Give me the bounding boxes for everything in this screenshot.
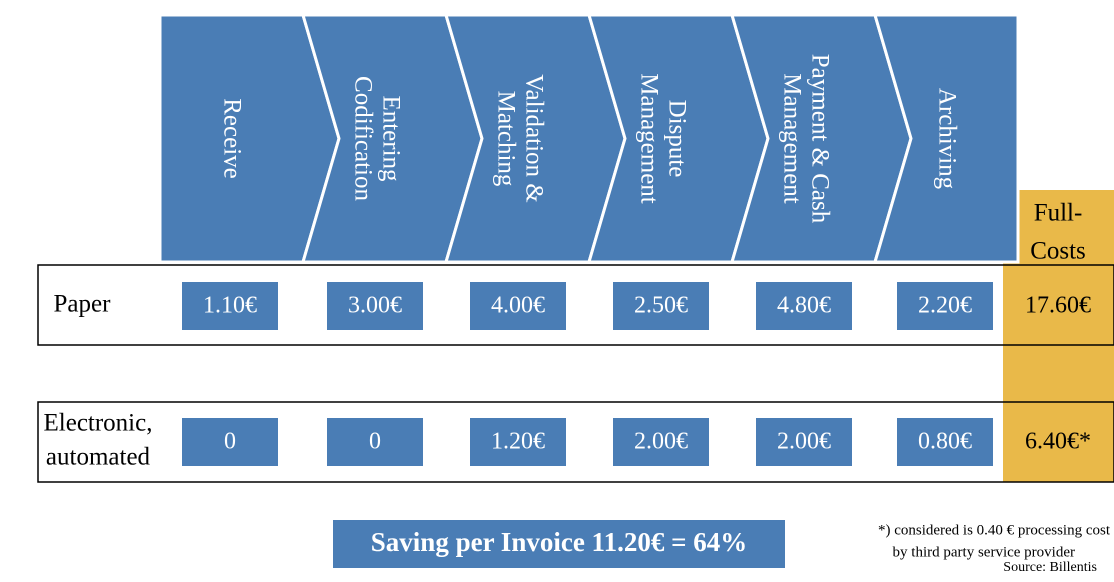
cost-value: 2.00€ <box>634 429 688 455</box>
cost-value: 2.50€ <box>634 293 688 319</box>
stage-label: Entering <box>377 95 404 182</box>
cost-box <box>327 418 423 466</box>
row-label: Paper <box>54 291 112 318</box>
cost-box <box>470 282 566 330</box>
footnote: *) considered is 0.40 € processing cost <box>878 522 1111 538</box>
stage-label: Management <box>635 73 662 204</box>
cost-box <box>470 418 566 466</box>
row-label: automated <box>46 444 151 471</box>
saving-text: Saving per Invoice 11.20€ = 64% <box>371 527 747 557</box>
cost-box <box>327 282 423 330</box>
stage-label: Management <box>778 73 805 204</box>
cost-value: 4.80€ <box>777 293 831 319</box>
source: Source: Billentis <box>1003 560 1097 575</box>
full-cost-value: 6.40€* <box>1025 429 1091 455</box>
row-label: Electronic, <box>44 410 153 437</box>
cost-value: 1.10€ <box>203 293 257 319</box>
cost-box <box>613 282 709 330</box>
paper-row-frame <box>37 264 1114 346</box>
stage-label: Dispute <box>663 100 690 178</box>
stage-label: Codification <box>349 76 376 201</box>
cost-value: 3.00€ <box>348 293 402 319</box>
stage-chevron <box>158 13 341 264</box>
cost-value: 0 <box>224 429 236 455</box>
cost-value: 2.00€ <box>777 429 831 455</box>
cost-box <box>756 282 852 330</box>
full-costs-header: Full- <box>1034 200 1083 227</box>
saving-box <box>333 520 785 568</box>
full-cost-value: 17.60€ <box>1025 293 1091 319</box>
stage-label: Matching <box>492 91 519 187</box>
cost-box <box>756 418 852 466</box>
full-costs-header: Costs <box>1030 238 1086 265</box>
stage-label: Validation & <box>520 74 547 202</box>
stage-label: Receive <box>218 98 245 179</box>
cost-box <box>613 418 709 466</box>
stage-label: Payment & Cash <box>806 54 833 224</box>
stage-label: Archiving <box>933 88 960 190</box>
cost-box <box>182 282 278 330</box>
electronic-row-frame <box>37 401 1114 483</box>
stage-chevron <box>873 13 1020 264</box>
cost-box <box>897 282 993 330</box>
cost-box <box>182 418 278 466</box>
full-costs-column <box>1003 190 1114 482</box>
cost-value: 1.20€ <box>491 429 545 455</box>
footnote: by third party service provider <box>893 544 1075 560</box>
cost-value: 4.00€ <box>491 293 545 319</box>
cost-value: 0.80€ <box>918 429 972 455</box>
cost-value: 0 <box>369 429 381 455</box>
cost-box <box>897 418 993 466</box>
cost-value: 2.20€ <box>918 293 972 319</box>
